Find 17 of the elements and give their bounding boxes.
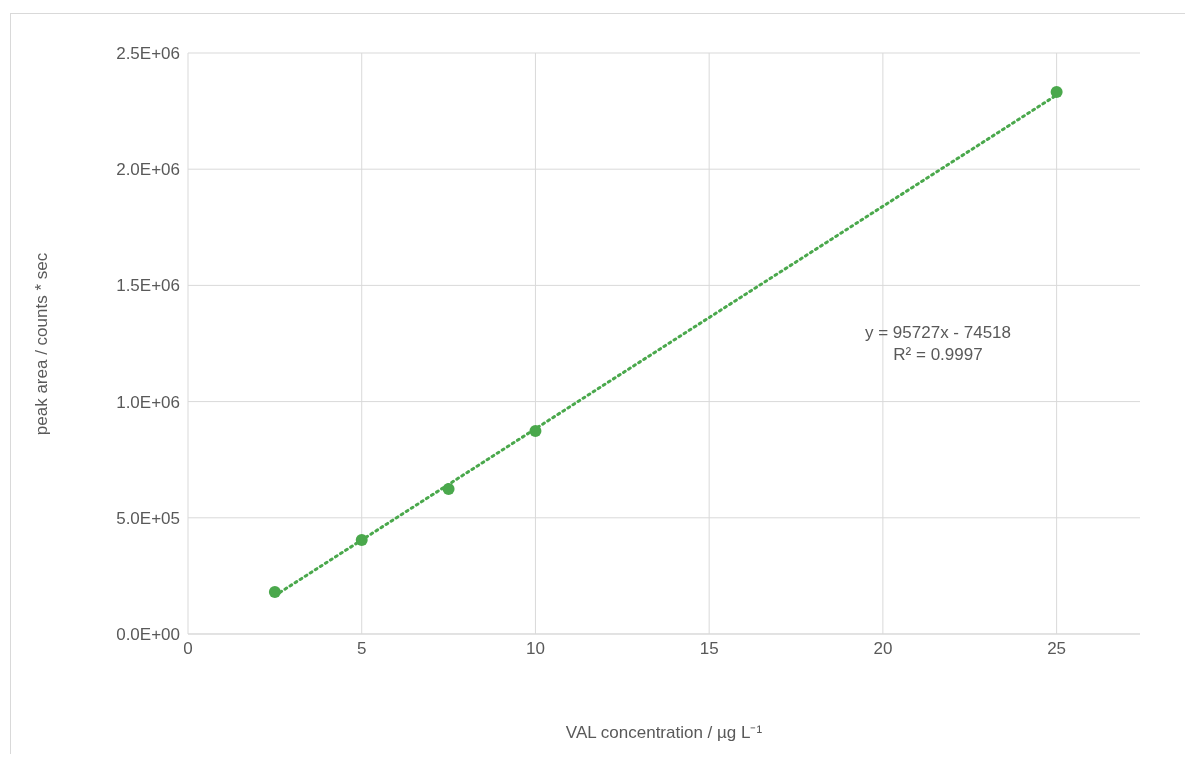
annotation: R² = 0.9997 [892, 344, 984, 366]
annotation: y = 95727x - 74518 [864, 322, 1012, 344]
y-tick-label: 1.5E+06 [116, 276, 180, 296]
x-tick-label: 5 [356, 639, 367, 659]
y-tick-label: 2.0E+06 [116, 160, 180, 180]
x-axis-title: VAL concentration / µg L⁻¹ [564, 722, 764, 743]
point [1050, 86, 1063, 99]
x-tick-label: 20 [873, 639, 893, 659]
y-tick-label: 5.0E+05 [116, 508, 180, 528]
x-tick-label: 25 [1047, 639, 1067, 659]
y-tick-label: 2.5E+06 [116, 44, 180, 64]
x-tick-label: 15 [699, 639, 719, 659]
x-tick-label: 0 [183, 639, 193, 659]
y-tick-label: 1.0E+06 [116, 392, 180, 412]
y-tick-label: 0.0E+00 [116, 625, 180, 645]
x-tick-label: 10 [525, 639, 545, 659]
y-axis-title: peak area / counts * sec [32, 252, 52, 436]
